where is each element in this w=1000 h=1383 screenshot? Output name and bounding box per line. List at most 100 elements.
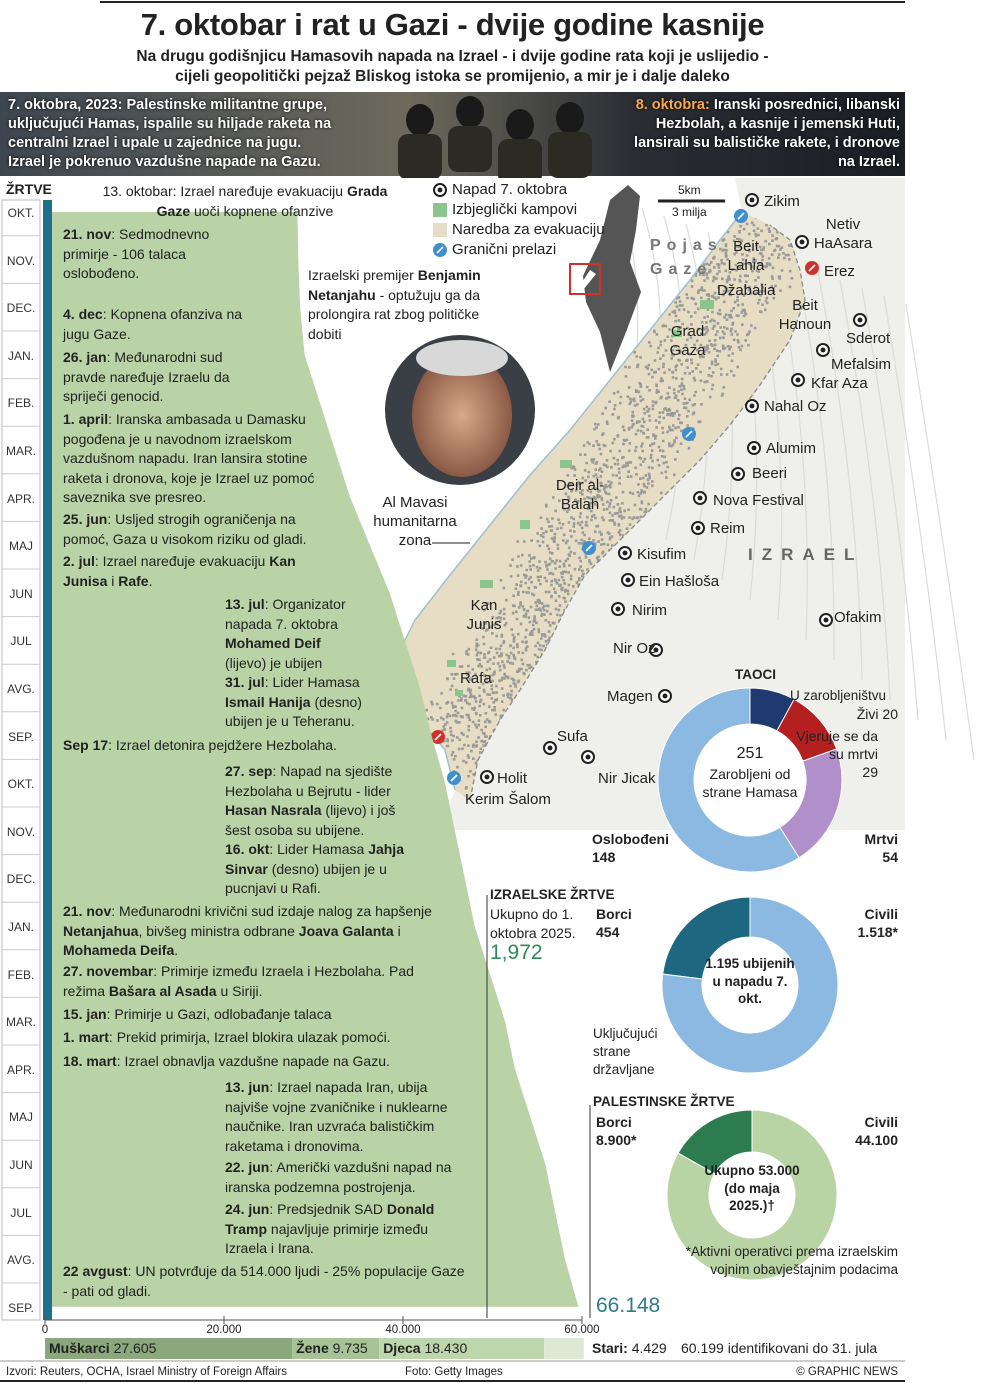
date: 18. mart (63, 1053, 117, 1069)
donut-center: 1.195 ubijenih u napadu 7. okt. (705, 956, 795, 1006)
place-label: Zikim (764, 193, 800, 210)
segment-value: 454 (596, 924, 620, 940)
month-label: JUL (10, 634, 32, 649)
netanyahu-face (412, 353, 512, 477)
donut-title: PALESTINSKE ŽRTVE (593, 1094, 735, 1109)
militant-figure (398, 134, 442, 180)
month-label: NOV. (6, 824, 36, 839)
month-label: APR. (6, 1062, 35, 1077)
text-part: Ismail Hanija (225, 693, 311, 710)
bar-value: 27.605 (113, 1340, 157, 1356)
timeline-event: 15. jan: Primirje u Gazi, odlobađanje ta… (63, 1005, 393, 1025)
place-label: Nirim (632, 602, 667, 619)
text-part: : Napad na sjedište Hezbolaha u Bejrutu … (225, 763, 393, 799)
month-label: APR. (6, 491, 35, 506)
date: Sep 17 (63, 737, 109, 753)
country-label: IZRAEL (748, 545, 864, 564)
segment-name: Borci (596, 906, 632, 922)
timeline-event: 26. jan: Međunarodni sud pravde naređuje… (63, 348, 263, 407)
month-label: MAR. (6, 1015, 36, 1030)
place-label: Kisufim (637, 546, 687, 563)
date: 27. sep (225, 763, 273, 779)
attack-marker-dot (820, 347, 826, 353)
month-label: MAJ (9, 1110, 33, 1125)
timeline-event: 22 avgust: UN potvrđuje da 514.000 ljudi… (63, 1262, 473, 1301)
text-part: Jahja Sinvar (225, 841, 404, 877)
segment-name: Mrtvi (864, 831, 898, 847)
militant-figure (506, 109, 534, 141)
month-label: AVG. (7, 682, 35, 696)
text-part: Benjamin Netanjahu (308, 267, 481, 303)
attack-marker-dot (653, 647, 659, 653)
attack-marker-dot (749, 197, 755, 203)
month-label: FEB. (7, 396, 35, 411)
copyright: © GRAPHIC NEWS (796, 1366, 898, 1378)
timeline-event: 2. jul: Izrael naređuje evakuaciju Kan J… (63, 552, 325, 591)
place-label: Mefalsim (831, 356, 892, 373)
text-part: : Iranska ambasada u Damasku pogođena je… (63, 411, 315, 505)
bar-segment (45, 1338, 293, 1359)
donut-note: *Aktivni operativci prema izraelskim voj… (685, 1244, 898, 1277)
crossing-arrows (808, 264, 816, 272)
timeline-event: 16. okt: Lider Hamasa Jahja Sinvar (desn… (225, 840, 430, 899)
segment-value: 1.518* (857, 924, 898, 940)
timeline-event: 27. novembar: Primirje između Izraela i … (63, 962, 423, 1001)
crossing-arrows (450, 774, 458, 782)
text-part: (desno) ubijen je u Teheranu. (225, 693, 362, 730)
legend-label: Napad 7. oktobra (452, 181, 568, 198)
attack-marker-dot (437, 187, 443, 193)
text-part: Bašara al Asada (108, 982, 217, 999)
refugee-camp (480, 580, 493, 588)
text-part: : Američki vazdušni napad na iranska pod… (225, 1159, 452, 1195)
attack-marker-dot (735, 471, 741, 477)
month-label: JUL (10, 1205, 32, 1220)
bar-name: Žene (296, 1340, 329, 1356)
place-label: Beit Hanoun (778, 297, 832, 333)
axis-title: ŽRTVE (6, 181, 52, 197)
timeline-event: 18. mart: Izrael obnavlja vazdušne napad… (63, 1052, 433, 1072)
month-label: AVG. (7, 1253, 35, 1268)
attack-marker-dot (484, 774, 490, 780)
donut-title: TAOCI (735, 667, 776, 682)
attack-marker-dot (823, 617, 829, 623)
bar-segment (544, 1338, 584, 1359)
place-label: Sderot (846, 330, 891, 347)
date: 13. jul (225, 596, 265, 612)
segment-label: Mrtvi 54 (798, 830, 898, 866)
place-label: Erez (824, 263, 855, 280)
timeline-bar (43, 200, 52, 1320)
donut-total: 1,972 (490, 941, 543, 964)
text-part: Grada Gaze (156, 183, 388, 219)
attack-marker-dot (749, 403, 755, 409)
date: 15. jan (63, 1006, 107, 1022)
attack-marker-dot (662, 693, 668, 699)
text-part: uoči kopnene ofanzive (190, 202, 334, 219)
scale-label: 3 milja (672, 205, 707, 219)
month-column (1, 199, 41, 1321)
segment-name: Borci (596, 1114, 632, 1130)
month-label: JUN (9, 1158, 33, 1172)
place-label: Nova Festival (713, 492, 804, 509)
photo-credit: Foto: Getty Images (405, 1366, 503, 1378)
place-label: Beeri (752, 465, 788, 482)
segment-value: 20 (882, 706, 898, 722)
date: 2. jul (63, 553, 95, 569)
bar-value: 4.429 (631, 1340, 667, 1356)
place-label: Holit (497, 770, 528, 787)
month-label: DEC. (6, 301, 36, 316)
text-part: Izraelski premijer (308, 267, 418, 283)
bar-label: Djeca 18.430 (383, 1339, 467, 1358)
timeline-event: 24. jun: Predsjednik SAD Donald Tramp na… (225, 1200, 445, 1259)
area (52, 212, 579, 1307)
attack-marker-dot (615, 606, 621, 612)
bar-name: Stari: (592, 1340, 628, 1356)
donut-center: Ukupno 53.000 (do maja 2025.)† (704, 1163, 800, 1213)
refugee-camp (700, 300, 714, 309)
militant-figure (498, 139, 542, 185)
text-part: - optužuju ga da prolongira rat zbog pol… (308, 286, 480, 342)
place-label: Džabalia (717, 282, 776, 299)
text-part: Donald Tramp (225, 1201, 435, 1237)
timeline-event: 21. nov: Sedmodnevno primirje - 106 tala… (63, 225, 213, 284)
place-label: Al Mavasi humanitarna zona (373, 494, 457, 549)
text-part: Mohamed Deif (225, 635, 321, 651)
